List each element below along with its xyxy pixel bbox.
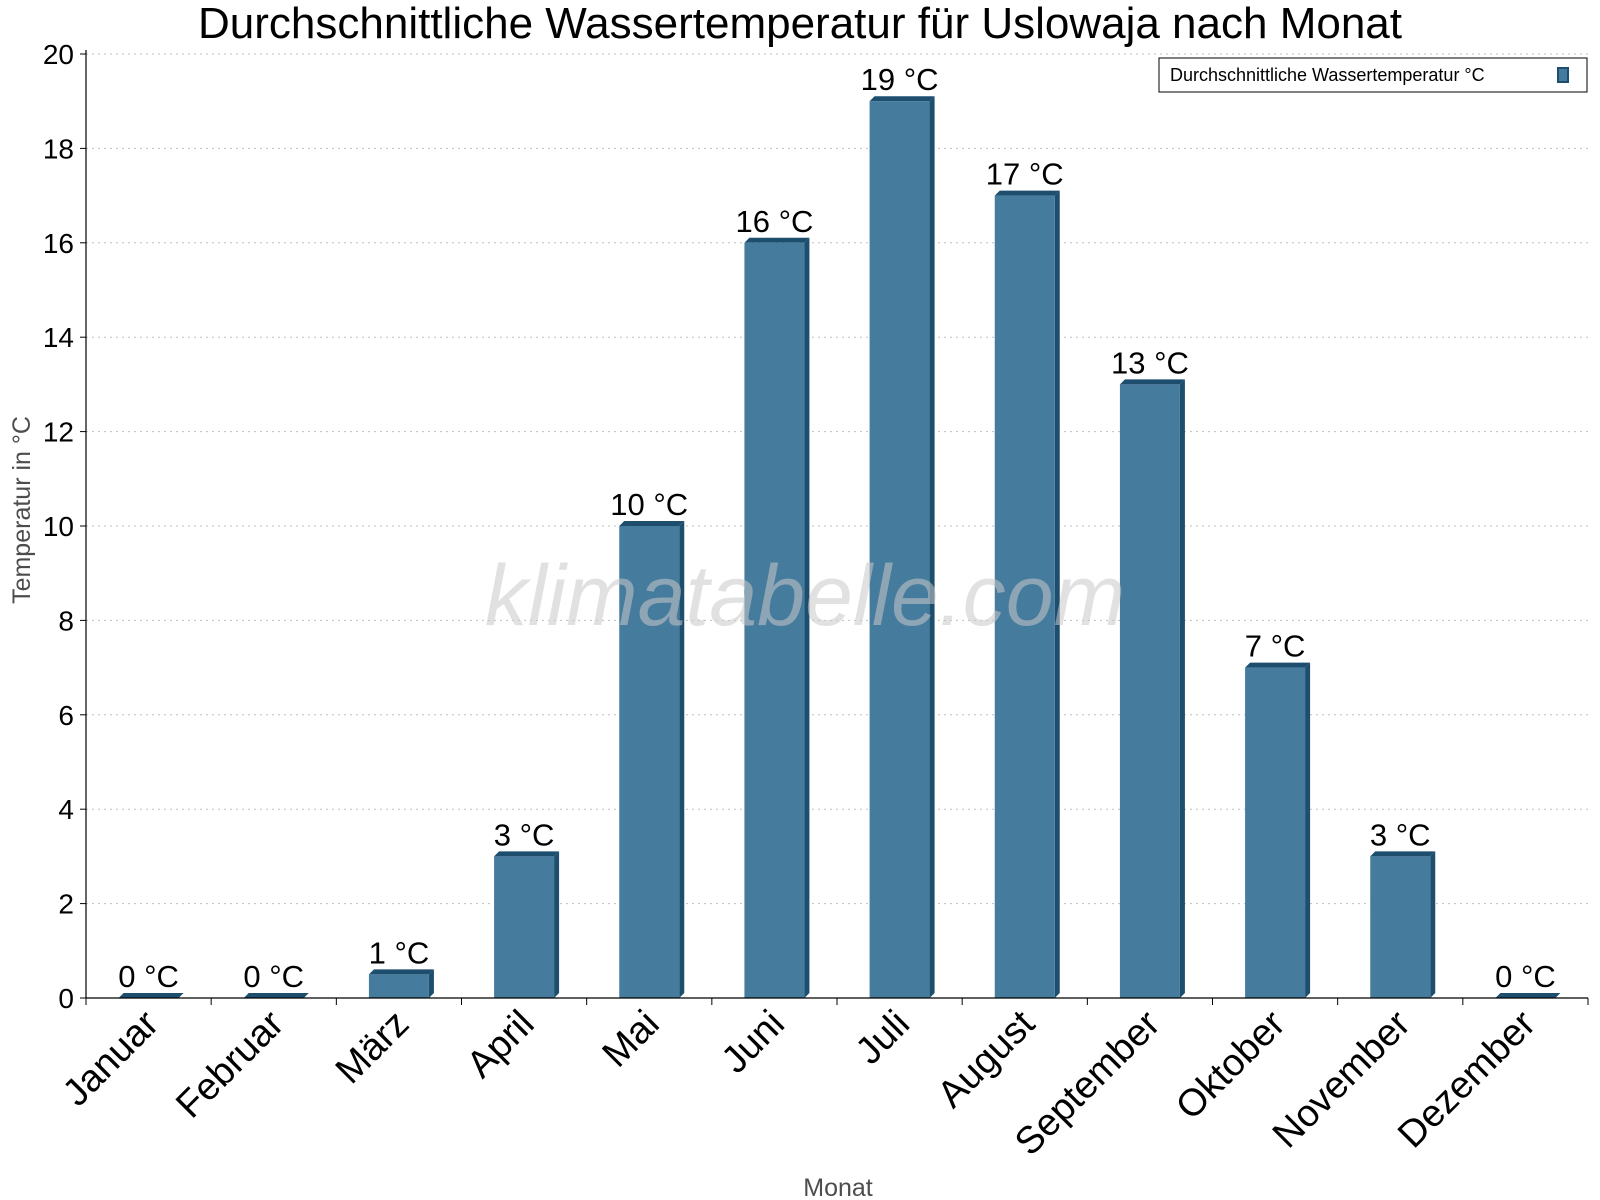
bar-value-label: 0 °C	[243, 959, 304, 994]
bar	[744, 237, 810, 999]
bar-side	[1179, 379, 1185, 998]
bar-top	[1370, 851, 1436, 857]
y-tick-labels: 0 2 4 6 8 10 12 14 16 18 20	[43, 39, 74, 1014]
bar-top	[494, 851, 560, 857]
bar-value-label: 3 °C	[1370, 817, 1431, 852]
y-tick-label: 0	[58, 983, 74, 1014]
bar	[619, 521, 685, 998]
y-axis-label: Temperatur in °C	[8, 416, 36, 604]
bar-side	[679, 521, 685, 998]
x-tick-labels: Januar Februar März April Mai Juni Juli AugustS…	[55, 1002, 1544, 1163]
y-tick-label: 6	[58, 700, 74, 731]
x-tick-label: Februar	[168, 1002, 292, 1126]
bar	[243, 993, 309, 998]
y-tick-label: 18	[43, 133, 74, 164]
legend-box	[1158, 57, 1588, 93]
y-tick-label: 2	[58, 889, 74, 920]
bar	[869, 96, 935, 998]
bar-top	[994, 190, 1060, 196]
bar-side	[804, 237, 810, 999]
x-tick-label: Juli	[848, 1003, 918, 1073]
bar-front	[1119, 384, 1180, 998]
bar-front	[619, 526, 680, 998]
bar	[994, 190, 1060, 999]
bar-top	[1245, 662, 1311, 668]
bar	[1119, 379, 1185, 998]
y-tick-label: 16	[43, 228, 74, 259]
x-axis-label: Monat	[803, 1174, 873, 1200]
bar-value-label: 0 °C	[118, 959, 179, 994]
bar-top	[619, 521, 685, 526]
bar-value-label: 0 °C	[1495, 959, 1556, 994]
bar	[494, 851, 560, 998]
bar-front	[994, 195, 1055, 999]
watermark: klimatabelle.com	[485, 548, 1125, 644]
bar-front	[744, 242, 805, 999]
bar	[1495, 993, 1561, 998]
bar-value-label: 16 °C	[735, 204, 813, 239]
bar	[1370, 851, 1436, 998]
chart-title: Durchschnittliche Wassertemperatur für U…	[198, 0, 1402, 48]
bar	[368, 969, 434, 998]
bar-top	[1495, 993, 1561, 998]
bar-top	[368, 969, 434, 975]
legend: Durchschnittliche Wassertemperatur °C	[1158, 57, 1588, 93]
bar-side	[428, 969, 434, 998]
legend-swatch-box	[1557, 67, 1569, 83]
bar	[118, 993, 184, 998]
bar-value-label: 10 °C	[610, 487, 688, 522]
bar-value-label: 7 °C	[1245, 629, 1306, 664]
bar-side	[1305, 662, 1311, 998]
bar-value-label: 13 °C	[1111, 345, 1189, 380]
y-tick-label: 10	[43, 511, 74, 542]
bar-side	[1430, 851, 1436, 998]
bar-front	[869, 101, 930, 998]
legend-swatch	[1557, 67, 1569, 83]
bar-top	[869, 96, 935, 102]
bar-front	[1245, 667, 1306, 998]
x-tick-label: April	[459, 1003, 542, 1086]
bar-value-label: 1 °C	[369, 935, 430, 970]
bar-top	[243, 993, 309, 998]
x-tick-label: August	[930, 1002, 1044, 1116]
x-tick-label: Januar	[55, 1002, 167, 1114]
bar-side	[554, 851, 560, 998]
x-tick-label: Dezember	[1390, 1002, 1544, 1156]
axes	[80, 50, 1589, 1005]
bar-value-label: 17 °C	[986, 157, 1064, 192]
x-tick-label: Oktober	[1168, 1002, 1294, 1128]
grid	[86, 53, 1588, 905]
legend-label: Durchschnittliche Wassertemperatur °C	[1170, 65, 1485, 85]
bar-top	[118, 993, 184, 998]
x-tick-label: Mai	[595, 1003, 668, 1076]
bar-top	[1119, 379, 1185, 385]
value-labels: 0 °C 0 °C 1 °C 3 °C 10 °C 16 °C 19 °C 17 °C 13 °…	[118, 62, 1555, 994]
y-tick-label: 20	[43, 39, 74, 70]
bar-side	[1054, 190, 1060, 999]
y-tick-label: 8	[58, 605, 74, 636]
y-tick-label: 14	[43, 322, 74, 353]
bars	[118, 96, 1561, 999]
bar-value-label: 3 °C	[494, 817, 555, 852]
bar-top	[744, 237, 810, 243]
bar-side	[929, 96, 935, 998]
x-tick-label: März	[328, 1003, 417, 1092]
bar-front	[1370, 856, 1431, 998]
bar-front	[494, 856, 555, 998]
x-tick-label: Juni	[714, 1003, 793, 1082]
y-tick-label: 12	[43, 417, 74, 448]
y-tick-label: 4	[58, 794, 74, 825]
bar-front	[368, 974, 429, 998]
bar-value-label: 19 °C	[861, 62, 939, 97]
bar	[1245, 662, 1311, 998]
